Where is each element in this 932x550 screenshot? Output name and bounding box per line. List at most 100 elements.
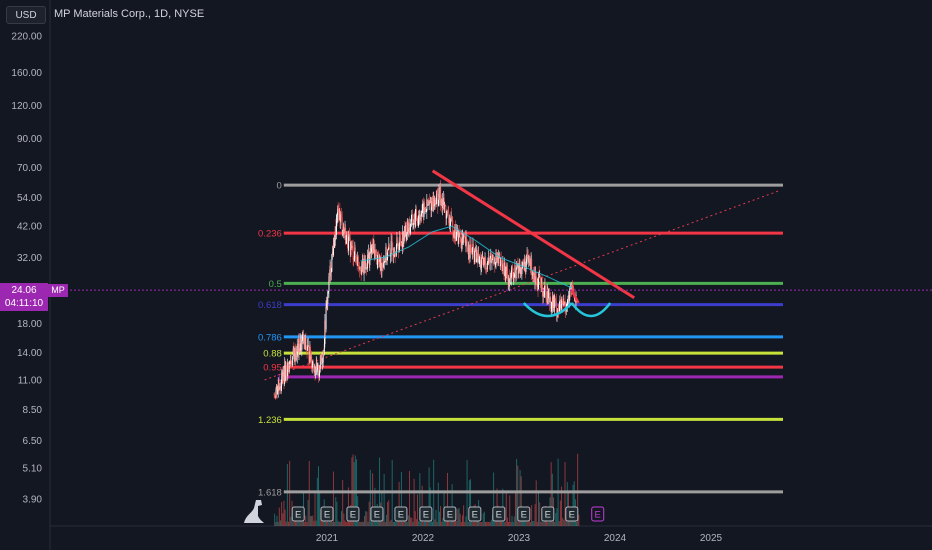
volume-bar	[281, 502, 283, 526]
volume-bar	[411, 517, 413, 526]
candle-body	[380, 257, 382, 269]
candle-body	[300, 337, 302, 349]
volume-bar	[428, 467, 430, 526]
candle-body	[418, 218, 420, 220]
earnings-marker-box	[291, 506, 305, 522]
candle-body	[476, 249, 478, 259]
candle-body	[375, 249, 377, 251]
volume-bar	[308, 460, 310, 526]
candle-body	[461, 240, 462, 249]
earnings-marker-label: E	[324, 510, 330, 521]
candle-body	[448, 212, 450, 223]
candle-body	[300, 337, 302, 350]
candle-body	[372, 240, 374, 250]
candle-body	[357, 256, 359, 266]
candle-body	[280, 386, 282, 389]
candle-body	[397, 240, 399, 249]
candle-body	[426, 199, 428, 211]
candle-body	[390, 255, 392, 257]
candle-body	[522, 260, 524, 267]
candle-body	[359, 265, 360, 270]
candle-body	[280, 385, 282, 389]
candle-body	[409, 227, 411, 230]
candle-body	[342, 226, 344, 231]
candle-body	[321, 359, 322, 361]
candle-body	[360, 271, 362, 274]
y-tick-label: 220.00	[11, 32, 42, 43]
candle-body	[347, 246, 349, 251]
candle-body	[534, 273, 536, 283]
candle-body	[486, 267, 488, 270]
volume-bar	[332, 471, 334, 526]
candle-body	[346, 233, 348, 236]
fib-level-label: 0.786	[258, 332, 282, 343]
candle-body	[535, 273, 537, 277]
candle-body	[452, 220, 454, 236]
volume-bar	[365, 510, 367, 526]
volume-bar	[339, 521, 341, 526]
candle-body	[336, 221, 337, 235]
candle-body	[537, 278, 539, 290]
y-tick-label: 32.00	[17, 253, 42, 264]
x-tick-label: 2024	[604, 533, 627, 544]
volume-bar	[458, 507, 460, 526]
volume-bar	[288, 521, 290, 526]
earnings-marker: E	[591, 506, 605, 522]
volume-bar	[309, 516, 311, 526]
candle-body	[338, 208, 340, 221]
volume-bar	[275, 521, 277, 526]
candle-body	[340, 213, 341, 222]
candle-body	[533, 273, 535, 275]
volume-bar	[563, 519, 565, 526]
candle-body	[536, 283, 538, 287]
earnings-marker-label: E	[350, 510, 356, 521]
volume-bar	[313, 520, 315, 526]
candle-body	[473, 244, 474, 251]
candle-body	[471, 250, 473, 255]
candle-body	[354, 247, 356, 259]
candle-body	[336, 215, 338, 222]
candle-body	[361, 265, 363, 274]
candle-body	[494, 264, 496, 266]
volume-bar	[419, 473, 421, 526]
candle-body	[378, 259, 380, 262]
volume-bar	[532, 521, 534, 526]
fib-level-label: 0.95	[263, 363, 282, 374]
volume-bar	[499, 521, 501, 526]
volume-bar	[285, 521, 287, 526]
volume-bar	[447, 472, 448, 526]
candle-body	[542, 288, 544, 297]
candle-body	[335, 226, 337, 235]
candle-body	[515, 269, 517, 279]
volume-bar	[336, 501, 338, 526]
volume-bar	[387, 501, 389, 526]
volume-bar	[344, 520, 346, 526]
candle-body	[348, 235, 350, 237]
candle-body	[510, 273, 512, 278]
candle-body	[433, 195, 435, 207]
candle-body	[458, 230, 460, 237]
volume-bar	[488, 521, 490, 526]
candle-body	[484, 258, 485, 265]
currency-selector[interactable]: USD	[6, 6, 46, 24]
candle-body	[325, 306, 327, 330]
volume-bar	[277, 521, 279, 526]
candle-body	[410, 217, 412, 226]
candle-body	[550, 297, 552, 309]
candle-body	[562, 302, 564, 306]
volume-bar	[562, 517, 564, 526]
volume-bar	[479, 521, 481, 526]
candle-body	[488, 258, 489, 263]
candle-body	[296, 344, 298, 357]
candle-body	[284, 364, 286, 384]
candle-body	[386, 257, 388, 261]
candle-body	[513, 274, 515, 278]
volume-bar	[361, 521, 363, 526]
candle-body	[489, 260, 491, 263]
candle-body	[421, 204, 423, 213]
candle-body	[484, 257, 486, 265]
earnings-marker: E	[320, 506, 334, 522]
volume-bar	[548, 521, 550, 526]
candle-body	[358, 265, 360, 267]
